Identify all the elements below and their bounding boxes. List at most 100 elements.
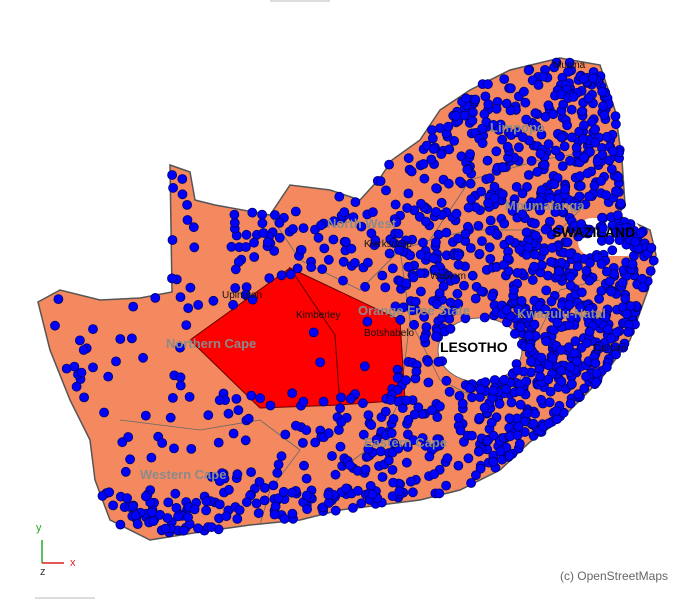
point bbox=[565, 155, 575, 166]
point bbox=[558, 99, 569, 110]
point bbox=[511, 181, 522, 192]
point bbox=[512, 430, 523, 441]
point bbox=[497, 134, 508, 145]
point bbox=[335, 403, 346, 414]
point bbox=[280, 429, 291, 440]
point bbox=[443, 178, 454, 189]
point bbox=[512, 267, 523, 278]
point bbox=[488, 385, 499, 396]
point bbox=[146, 452, 157, 463]
point bbox=[395, 314, 406, 325]
point bbox=[79, 392, 89, 403]
point bbox=[566, 104, 577, 115]
point bbox=[430, 237, 441, 248]
point bbox=[538, 71, 549, 82]
city-label: Welkom bbox=[430, 271, 466, 282]
point bbox=[556, 132, 567, 143]
point bbox=[529, 249, 540, 260]
point bbox=[185, 282, 196, 293]
point bbox=[475, 384, 486, 395]
point bbox=[489, 181, 500, 192]
point bbox=[125, 454, 136, 465]
point bbox=[423, 377, 434, 388]
point bbox=[111, 356, 121, 367]
point bbox=[621, 309, 632, 320]
point bbox=[488, 456, 499, 467]
point bbox=[431, 299, 442, 310]
point bbox=[597, 212, 607, 223]
point bbox=[104, 487, 115, 498]
point bbox=[310, 437, 321, 448]
point bbox=[367, 489, 378, 500]
point bbox=[232, 469, 243, 480]
point bbox=[606, 286, 617, 297]
point bbox=[362, 257, 373, 268]
city-label: Upington bbox=[222, 290, 262, 301]
point bbox=[608, 146, 618, 157]
point bbox=[560, 184, 570, 195]
point bbox=[415, 249, 426, 260]
point bbox=[356, 498, 367, 509]
axis-indicator: y x z bbox=[36, 522, 76, 578]
point bbox=[535, 371, 545, 382]
point bbox=[529, 261, 539, 272]
point bbox=[601, 362, 612, 373]
point bbox=[536, 394, 546, 405]
point bbox=[453, 460, 464, 471]
point bbox=[463, 202, 474, 213]
point bbox=[598, 223, 608, 234]
point bbox=[391, 217, 402, 228]
point bbox=[480, 377, 491, 388]
point bbox=[451, 110, 461, 121]
point bbox=[565, 398, 576, 409]
point bbox=[367, 207, 378, 218]
point bbox=[279, 513, 290, 524]
point bbox=[177, 189, 188, 200]
point bbox=[443, 121, 454, 132]
point bbox=[276, 451, 287, 462]
point bbox=[432, 412, 443, 423]
point bbox=[257, 209, 268, 220]
point bbox=[122, 493, 132, 504]
point bbox=[381, 185, 391, 196]
point bbox=[540, 304, 551, 315]
point bbox=[358, 429, 369, 440]
axis-label: y bbox=[36, 522, 42, 534]
point bbox=[183, 303, 194, 314]
point bbox=[319, 243, 330, 254]
point bbox=[182, 215, 193, 225]
point bbox=[523, 312, 534, 323]
point bbox=[340, 236, 351, 247]
point bbox=[341, 483, 352, 494]
point bbox=[526, 356, 536, 367]
point bbox=[421, 322, 432, 332]
point bbox=[417, 433, 428, 443]
point bbox=[566, 312, 577, 323]
point bbox=[328, 234, 339, 245]
point bbox=[594, 293, 604, 304]
point bbox=[362, 316, 373, 327]
point bbox=[499, 74, 510, 84]
point bbox=[231, 393, 242, 404]
point bbox=[453, 250, 464, 261]
point bbox=[590, 358, 601, 369]
point bbox=[434, 288, 445, 299]
city-label: Musina bbox=[553, 60, 586, 71]
point bbox=[76, 367, 87, 378]
point bbox=[165, 412, 176, 423]
point bbox=[512, 365, 523, 376]
point bbox=[140, 410, 151, 421]
point bbox=[582, 168, 593, 179]
point bbox=[465, 149, 476, 159]
point bbox=[513, 421, 524, 432]
point bbox=[419, 311, 430, 322]
point bbox=[534, 195, 545, 206]
point bbox=[521, 227, 532, 238]
point bbox=[529, 319, 540, 330]
point bbox=[617, 277, 628, 288]
point bbox=[499, 218, 510, 229]
point bbox=[380, 282, 391, 293]
region-polygon bbox=[288, 266, 406, 406]
point bbox=[465, 178, 476, 189]
point bbox=[184, 391, 195, 402]
